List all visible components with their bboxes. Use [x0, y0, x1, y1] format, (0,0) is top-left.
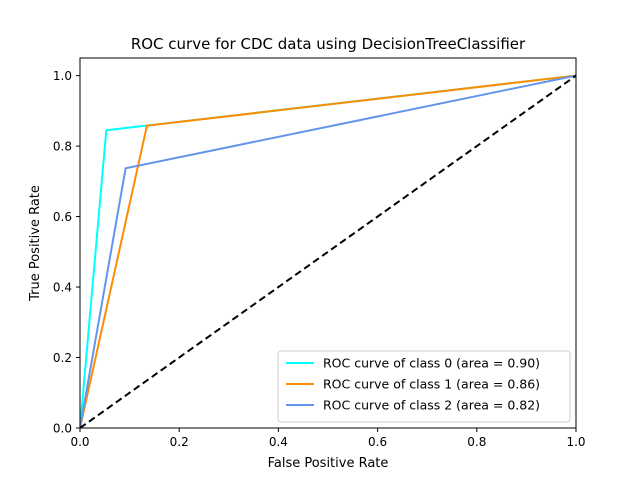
- y-tick-label: 0.8: [53, 140, 72, 154]
- legend-label-class-0: ROC curve of class 0 (area = 0.90): [323, 356, 540, 371]
- legend-box: [277, 350, 571, 423]
- plot-area: [80, 74, 576, 428]
- roc-curve-class-2: [80, 74, 576, 428]
- y-tick-label: 1.0: [53, 69, 72, 83]
- plot-frame: [79, 57, 577, 429]
- x-axis-label: False Positive Rate: [268, 456, 389, 471]
- x-tick-label: 0.4: [269, 435, 288, 449]
- legend: ROC curve of class 0 (area = 0.90) ROC cu…: [277, 350, 571, 423]
- x-tick-label: 1.0: [566, 435, 585, 449]
- y-tick-label: 0.0: [53, 422, 72, 436]
- chart-title: ROC curve for CDC data using DecisionTre…: [131, 35, 526, 53]
- legend-label-class-2: ROC curve of class 2 (area = 0.82): [323, 398, 540, 413]
- axes-ticks: 0.0 0.2 0.4 0.6 0.8 1.0 0.0 0.2 0.4 0.6 0.8 1.0: [53, 69, 586, 449]
- y-tick-label: 0.2: [53, 351, 72, 365]
- x-tick-label: 0.6: [368, 435, 387, 449]
- y-tick-label: 0.4: [53, 281, 72, 295]
- roc-curve-class-1: [80, 74, 576, 428]
- x-tick-label: 0.8: [467, 435, 486, 449]
- y-tick-label: 0.6: [53, 210, 72, 224]
- x-tick-label: 0.0: [70, 435, 89, 449]
- x-tick-label: 0.2: [170, 435, 189, 449]
- y-axis-label: True Positive Rate: [28, 185, 43, 302]
- chance-reference-line: [80, 74, 576, 428]
- legend-label-class-1: ROC curve of class 1 (area = 0.86): [323, 377, 540, 392]
